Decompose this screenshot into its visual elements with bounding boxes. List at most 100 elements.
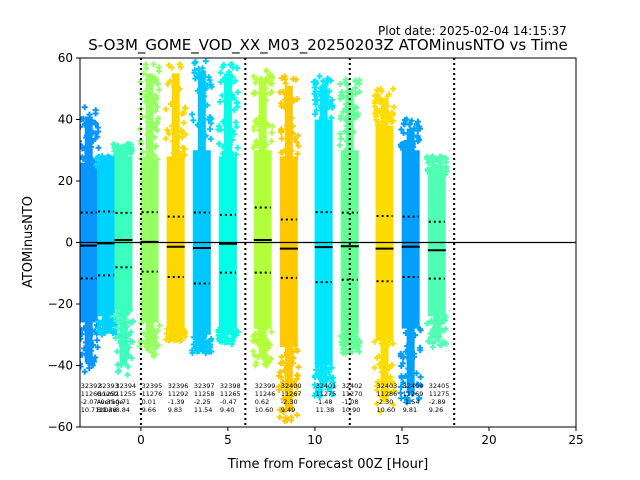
stat-count-32398: 11265 <box>220 390 241 398</box>
stat-count-32403: 11286 <box>377 390 398 398</box>
stat-count-32404: 11269 <box>403 390 424 398</box>
stat-average-32392: -2.07 <box>81 398 98 406</box>
scatter-tail-32395 <box>145 73 154 348</box>
x-tick-label-10: 10 <box>307 433 322 447</box>
stat-average-32397: -2.25 <box>194 398 211 406</box>
stat-id-32400: 32400 <box>281 382 302 390</box>
stat-average-32396: -1.39 <box>168 398 185 406</box>
scatter-tail-32398 <box>223 73 232 335</box>
stat-count-32401: 11275 <box>316 390 337 398</box>
axes-layer: 0 5 10 15 20 25 −60 −40 −20 0 20 40 60 <box>48 51 584 447</box>
x-axis-label: Time from Forecast 00Z [Hour] <box>227 457 429 472</box>
stat-average-32394: 0.71 <box>116 398 130 406</box>
scatter-points-32398 <box>215 61 241 347</box>
x-tick-label-20: 20 <box>481 433 496 447</box>
scatter-points-32403 <box>371 85 398 415</box>
stat-stdev-32394: 8.84 <box>116 406 130 414</box>
stat-id-32394: 32394 <box>116 382 137 390</box>
stat-id-32392: 32392 <box>81 382 102 390</box>
scatter-column-32393 <box>93 153 119 338</box>
stat-count-32394: 11255 <box>116 390 137 398</box>
stat-average-32398: -0.47 <box>220 398 237 406</box>
stat-id-32399: 32399 <box>255 382 276 390</box>
stat-stdev-32400: 9.49 <box>281 406 295 414</box>
stat-stdev-32404: 9.81 <box>403 406 417 414</box>
stat-count-32392: 11268 <box>81 390 102 398</box>
stat-row-label-average: Average <box>97 398 124 406</box>
chart-title: S-O3M_GOME_VOD_XX_M03_20250203Z ATOMinus… <box>88 36 567 55</box>
scatter-tail-32397 <box>197 70 206 344</box>
stat-average-32403: -2.30 <box>377 398 394 406</box>
scatter-points-32396 <box>162 61 189 344</box>
x-tick-label-0: 0 <box>137 433 145 447</box>
scatter-column-32398 <box>215 61 241 347</box>
y-tick-label-0: 0 <box>65 236 73 250</box>
stat-id-32403: 32403 <box>377 382 398 390</box>
stat-id-32397: 32397 <box>194 382 215 390</box>
scatter-tail-32394 <box>119 153 128 366</box>
scatter-column-32396 <box>162 61 189 344</box>
scatter-tail-32402 <box>345 88 354 344</box>
stat-id-32402: 32402 <box>342 382 363 390</box>
scatter-points-32395 <box>136 61 163 360</box>
stat-id-32396: 32396 <box>168 382 189 390</box>
scatter-column-32397 <box>189 58 215 357</box>
scatter-column-32395 <box>136 61 163 360</box>
stat-average-32404: -1.54 <box>403 398 420 406</box>
plot-date: Plot date: 2025-02-04 14:15:37 <box>378 24 567 38</box>
scatter-tail-32404 <box>406 128 415 394</box>
stat-stdev-32392: 10.71 <box>81 406 100 414</box>
stat-average-32400: -2.30 <box>281 398 298 406</box>
scatter-column-32403 <box>371 85 398 415</box>
scatter-points-32402 <box>336 76 363 357</box>
scatter-tail-32401 <box>319 85 328 388</box>
scatter-tail-32396 <box>171 73 180 332</box>
stat-row-label-count: Count <box>97 390 117 398</box>
stat-id-32393: 32393 <box>98 382 119 390</box>
stat-id-32404: 32404 <box>403 382 424 390</box>
y-tick-label-40: 40 <box>58 113 73 127</box>
scatter-points-32401 <box>310 73 337 400</box>
y-tick-label-20: 20 <box>58 174 73 188</box>
stat-count-32395: 11276 <box>142 390 163 398</box>
y-tick-label-60: 60 <box>58 51 73 65</box>
stat-average-32395: 0.01 <box>142 398 156 406</box>
stat-stdev-32395: 9.66 <box>142 406 156 414</box>
stat-id-32398: 32398 <box>220 382 241 390</box>
y-axis-label: ATOMinusNTO <box>21 196 36 288</box>
stat-id-32401: 32401 <box>316 382 337 390</box>
stat-stdev-32397: 11.54 <box>194 406 213 414</box>
stat-average-32402: -1.08 <box>342 398 359 406</box>
scatter-points-32392 <box>80 104 102 375</box>
scatter-column-32394 <box>110 141 136 378</box>
stat-id-32405: 32405 <box>429 382 450 390</box>
scatter-points-32399 <box>249 67 276 369</box>
stat-stdev-32405: 9.26 <box>429 406 443 414</box>
scatter-column-32405 <box>424 153 450 351</box>
scatter-tail-32392 <box>84 116 93 363</box>
scatter-points-32394 <box>110 141 136 378</box>
y-tick-label--40: −40 <box>48 359 73 373</box>
scatter-tail-32405 <box>432 165 441 338</box>
x-tick-label-15: 15 <box>394 433 409 447</box>
x-tick-label-25: 25 <box>568 433 583 447</box>
stat-stdev-32402: 10.90 <box>342 406 361 414</box>
stat-count-32397: 11258 <box>194 390 215 398</box>
stat-count-32400: 11267 <box>281 390 302 398</box>
stat-average-32399: 0.62 <box>255 398 269 406</box>
scatter-column-32400 <box>275 73 302 424</box>
y-tick-label--60: −60 <box>48 420 73 434</box>
scatter-points-32400 <box>275 73 302 424</box>
scatter-column-32401 <box>310 73 337 400</box>
scatter-points-32397 <box>189 58 215 357</box>
stat-stdev-32396: 9.83 <box>168 406 182 414</box>
stat-average-32401: -1.48 <box>316 398 333 406</box>
scatter-column-32404 <box>397 116 424 406</box>
stat-stdev-32399: 10.60 <box>255 406 274 414</box>
stat-count-32405: 11275 <box>429 390 450 398</box>
scatter-tail-32393 <box>102 165 111 326</box>
stat-count-32399: 11246 <box>255 390 276 398</box>
